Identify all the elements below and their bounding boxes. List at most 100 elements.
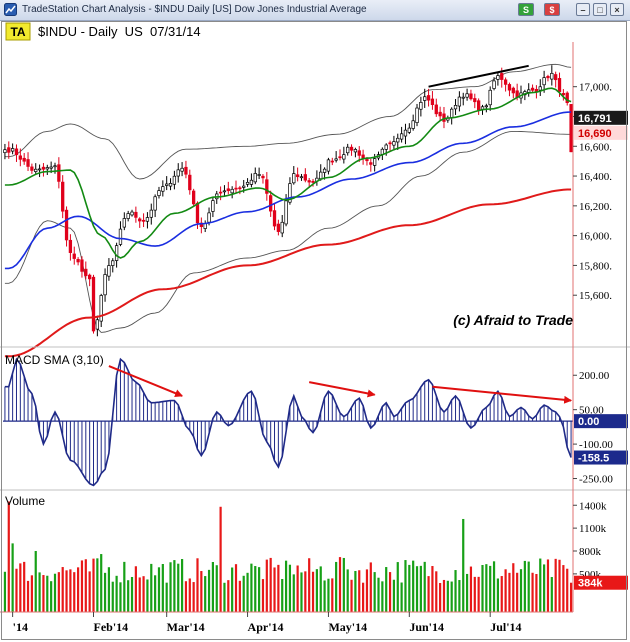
- volume-bar: [446, 580, 449, 612]
- price-bar-body: [218, 191, 223, 194]
- price-bar-body: [442, 113, 446, 122]
- bollinger-lower-line: [4, 130, 572, 333]
- volume-bar: [369, 562, 372, 612]
- price-bar-body: [492, 80, 496, 89]
- price-bar: [141, 213, 146, 228]
- price-bar: [188, 169, 192, 195]
- price-bar: [126, 210, 130, 222]
- volume-bar: [500, 576, 503, 612]
- price-bar: [84, 261, 88, 280]
- price-chart[interactable]: 17,000.16,80016,600.16,400.16,200.16,000…: [0, 20, 630, 640]
- minimize-button[interactable]: –: [576, 3, 590, 16]
- volume-bar: [215, 565, 218, 612]
- price-bar: [353, 147, 358, 158]
- price-bar: [423, 88, 427, 108]
- dollar-button[interactable]: $: [544, 3, 560, 16]
- price-bar: [565, 91, 569, 106]
- volume-bar: [442, 579, 446, 612]
- volume-bar: [419, 565, 422, 612]
- price-bar-body: [245, 181, 250, 185]
- volume-bar: [223, 582, 226, 612]
- price-bar: [34, 163, 38, 175]
- price-bar: [30, 163, 34, 174]
- price-bar: [41, 163, 46, 177]
- price-bar-body: [388, 142, 392, 145]
- price-bar-body: [546, 76, 550, 79]
- price-bar: [430, 91, 435, 110]
- price-bar: [346, 143, 350, 156]
- sma-slow-line: [4, 188, 572, 358]
- volume-bar: [96, 558, 99, 612]
- price-bar: [257, 167, 261, 180]
- price-bar-body: [538, 86, 542, 91]
- volume-bar: [200, 571, 203, 612]
- volume-bar: [281, 578, 284, 612]
- volume-bar: [550, 577, 553, 612]
- price-bar-body: [465, 93, 469, 98]
- price-bar: [99, 293, 103, 328]
- volume-bar: [234, 564, 238, 612]
- volume-bar: [512, 563, 515, 612]
- price-bar-body: [234, 187, 238, 190]
- price-bar-body: [238, 187, 242, 190]
- volume-bar: [377, 577, 380, 612]
- price-tick-label: 16,400.: [579, 171, 612, 183]
- price-bar: [191, 188, 196, 208]
- divergence-arrow: [432, 385, 573, 404]
- price-bar: [261, 174, 265, 184]
- price-bar-body: [330, 160, 334, 163]
- volume-bar: [227, 580, 230, 612]
- price-bar: [488, 86, 492, 111]
- price-bar: [388, 140, 392, 151]
- price-bar-body: [72, 253, 76, 259]
- price-bar: [130, 209, 134, 217]
- price-bar: [411, 114, 415, 131]
- price-bar-body: [261, 175, 265, 179]
- price-bar: [342, 146, 346, 164]
- volume-bar: [119, 582, 122, 612]
- price-bar: [107, 258, 111, 281]
- volume-bar: [400, 582, 403, 612]
- volume-bar: [80, 560, 84, 612]
- sma-fast-line: [4, 87, 572, 259]
- price-bar-body: [157, 190, 161, 196]
- volume-bar: [358, 570, 361, 612]
- price-bar: [280, 214, 284, 238]
- volume-bar: [269, 557, 272, 612]
- price-bar: [446, 115, 450, 123]
- volume-bar: [26, 580, 30, 612]
- price-bar: [453, 99, 458, 115]
- price-bar: [103, 268, 107, 302]
- volume-bar: [84, 559, 87, 612]
- volume-bar: [177, 563, 180, 612]
- volume-bar: [439, 582, 442, 612]
- price-bar: [265, 172, 269, 201]
- price-bar-body: [342, 154, 346, 160]
- price-bar-body: [14, 148, 19, 156]
- text-layer: TA $INDU - Daily US 07/31/14 (c) Afraid …: [5, 22, 573, 328]
- price-bar-body: [365, 159, 369, 162]
- price-bar: [165, 176, 169, 191]
- maximize-button[interactable]: □: [593, 3, 607, 16]
- price-bar: [3, 143, 7, 160]
- volume-bar: [34, 551, 37, 612]
- price-bar-body: [41, 166, 46, 170]
- price-bar-body: [7, 147, 11, 153]
- price-bar: [326, 157, 331, 175]
- volume-bar: [38, 572, 41, 612]
- price-bar-body: [207, 212, 211, 223]
- volume-bar: [258, 567, 261, 612]
- price-bar-body: [222, 190, 227, 193]
- price-bar-body: [111, 260, 115, 266]
- window-title: TradeStation Chart Analysis - $INDU Dail…: [22, 4, 367, 15]
- volume-bar: [473, 576, 476, 612]
- price-bar-body: [369, 162, 373, 165]
- s-button[interactable]: S: [518, 3, 534, 16]
- price-bar-body: [554, 74, 558, 81]
- close-button[interactable]: ×: [610, 3, 624, 16]
- price-bar-body: [3, 149, 7, 154]
- volume-bar: [19, 563, 22, 612]
- volume-bar: [292, 574, 295, 612]
- volume-bar: [404, 560, 407, 612]
- price-bar: [442, 107, 446, 129]
